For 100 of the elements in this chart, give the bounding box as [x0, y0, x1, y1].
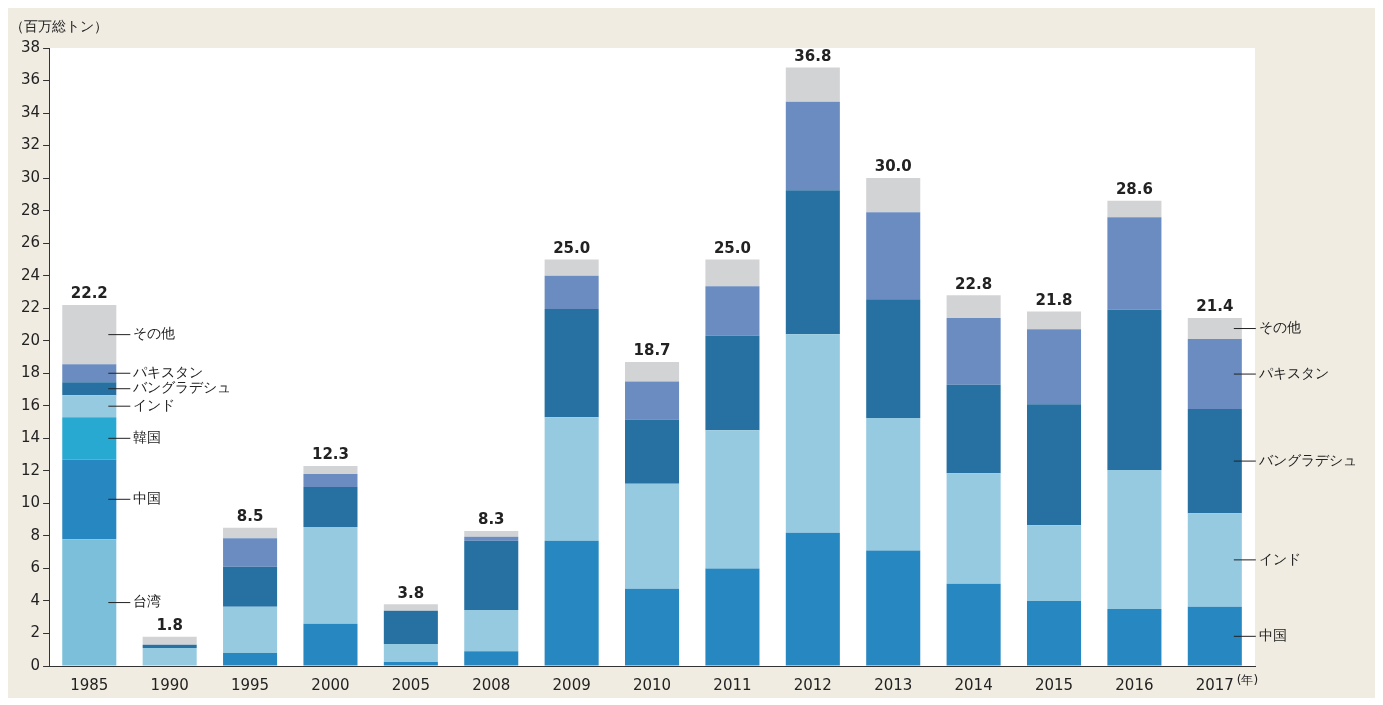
y-tick-label: 0	[30, 655, 41, 674]
bar	[946, 317, 1001, 385]
bar	[142, 644, 197, 649]
x-tick-label: 1995	[230, 675, 270, 694]
text: インド	[1258, 550, 1301, 567]
x-tick-label: 1990	[150, 675, 189, 694]
x-tick-label: 2000	[311, 675, 350, 694]
bar	[1107, 609, 1162, 666]
bar	[625, 361, 680, 382]
bar	[1026, 329, 1082, 405]
bar	[946, 384, 1001, 474]
y-tick-label: 4	[30, 590, 41, 609]
y-tick-label: 34	[20, 102, 41, 121]
total-label: 1.8	[156, 616, 183, 635]
bar	[62, 417, 117, 460]
bar	[1187, 339, 1242, 410]
total-label: 3.8	[397, 583, 425, 602]
y-tick-label: 8	[30, 525, 41, 544]
bar	[1026, 600, 1082, 666]
bar	[946, 473, 1001, 584]
bar	[62, 395, 117, 418]
bar	[1107, 470, 1162, 610]
x-tick-label: 2008	[472, 675, 511, 694]
y-tick-label: 26	[20, 233, 41, 252]
bar	[544, 417, 599, 541]
bar	[383, 661, 438, 666]
bar	[223, 527, 278, 539]
text: その他	[1258, 319, 1301, 336]
bar	[303, 487, 358, 527]
text: バングラデシュ	[1258, 451, 1357, 468]
bar	[625, 381, 680, 420]
bar	[544, 275, 599, 310]
total-label: 8.3	[477, 510, 505, 529]
total-label: 25.0	[553, 238, 591, 257]
bar	[866, 550, 921, 666]
bar	[223, 652, 278, 666]
bar	[464, 651, 519, 666]
bar	[1026, 311, 1082, 330]
bar	[223, 606, 278, 653]
y-tick-label: 6	[30, 558, 41, 577]
bar	[62, 382, 117, 396]
series-label: その他	[133, 325, 176, 342]
bar	[62, 539, 117, 666]
x-tick-label: 2017	[1195, 675, 1234, 694]
y-axis-title: （百万総トン）	[10, 17, 108, 34]
x-tick-label: 2015	[1034, 675, 1074, 694]
bar	[464, 540, 519, 610]
x-tick-label: 2012	[793, 675, 832, 694]
bar	[946, 583, 1001, 666]
bar	[1026, 404, 1082, 526]
total-label: 22.8	[955, 274, 993, 293]
bar	[464, 536, 519, 541]
x-tick-label: 2016	[1115, 675, 1154, 694]
bar	[705, 335, 760, 431]
bar	[142, 636, 197, 645]
total-label: 8.5	[236, 507, 264, 526]
series-label: パキスタン	[132, 363, 204, 380]
text: 中国	[1258, 626, 1287, 643]
bar	[1187, 606, 1242, 666]
y-tick-label: 16	[20, 395, 41, 414]
bar	[223, 566, 278, 607]
bar	[544, 309, 599, 418]
bar	[625, 588, 680, 666]
total-label: 12.3	[311, 445, 349, 464]
bar	[303, 465, 358, 475]
y-tick-label: 2	[30, 623, 41, 642]
bar	[303, 474, 358, 488]
bar	[866, 417, 921, 551]
total-label: 21.4	[1196, 297, 1234, 316]
bar	[62, 304, 117, 365]
bar	[946, 295, 1001, 318]
text: パキスタン	[1258, 364, 1329, 381]
x-axis-title: (年)	[1236, 673, 1259, 688]
x-tick-label: 2010	[632, 675, 672, 694]
series-label: 台湾	[133, 593, 162, 610]
bar	[464, 609, 519, 652]
y-tick-label: 38	[20, 37, 41, 56]
total-label: 18.7	[633, 341, 671, 360]
bar	[303, 526, 358, 624]
bar	[625, 419, 680, 484]
y-tick-label: 24	[20, 265, 41, 284]
bar	[785, 101, 840, 191]
total-label: 22.2	[70, 284, 108, 303]
total-label: 30.0	[874, 157, 912, 176]
bar	[625, 483, 680, 589]
bar	[383, 604, 438, 611]
bar	[705, 286, 760, 336]
bar	[223, 538, 278, 567]
bar	[544, 259, 599, 276]
x-tick-label: 1985	[70, 675, 109, 694]
bar	[1107, 309, 1162, 471]
bar	[705, 259, 760, 287]
bar	[464, 531, 519, 537]
total-label: 28.6	[1115, 180, 1153, 199]
bar	[62, 459, 117, 540]
bar	[544, 540, 599, 666]
total-label: 25.0	[713, 238, 751, 257]
y-tick-label: 10	[20, 493, 41, 512]
bar	[1187, 513, 1242, 607]
bar	[785, 532, 840, 666]
